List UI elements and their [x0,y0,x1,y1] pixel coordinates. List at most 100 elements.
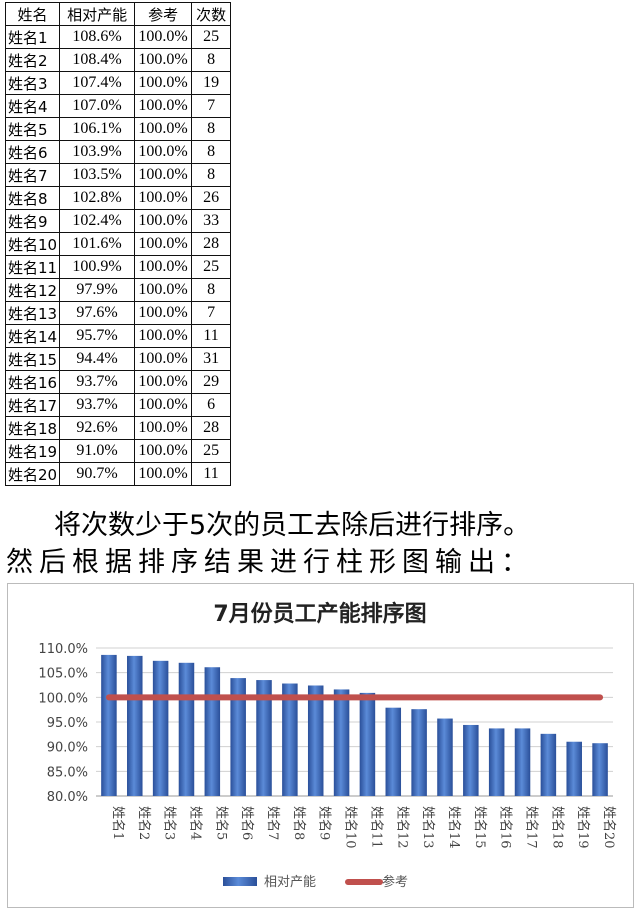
bar [437,718,453,796]
x-tick-label: 姓名10 [343,806,359,849]
bar [488,728,505,796]
table-cell: 103.9% [59,140,136,164]
x-tick-label: 姓名16 [498,806,514,849]
x-tick-label: 姓名11 [368,806,384,849]
x-tick-label: 姓名12 [394,806,410,849]
table-cell: 28 [191,416,232,440]
table-cell: 姓名16 [4,370,61,394]
table-cell: 姓名20 [4,462,61,486]
bar [333,689,350,796]
table-cell: 姓名17 [4,393,61,417]
column-header: 参考 [134,2,193,26]
table-row: 姓名2 108.4% 100.0% 8 [4,48,232,72]
table-cell: 7 [191,94,232,118]
bar-chart: 7月份员工产能排序图 80.0% 85.0% 90.0% 95.0% 100.0% 105.… [7,583,634,908]
table-cell: 100.0% [134,439,193,463]
table-row: 姓名12 97.9% 100.0% 8 [4,278,232,302]
table-cell: 28 [191,232,232,256]
table-cell: 100.0% [134,48,193,72]
table-cell: 姓名2 [4,48,61,72]
table-cell: 31 [191,347,232,371]
table-row: 姓名15 94.4% 100.0% 31 [4,347,232,371]
table-cell: 100.0% [134,232,193,256]
legend-swatch-bar [223,877,257,886]
x-tick-label: 姓名7 [265,806,281,840]
table-row: 姓名6 103.9% 100.0% 8 [4,140,232,164]
bar [152,660,169,796]
table-cell: 95.7% [59,324,136,348]
table-cell: 姓名6 [4,140,61,164]
table-cell: 100.0% [134,25,193,49]
table-cell: 8 [191,117,232,141]
table-cell: 100.0% [134,94,193,118]
table-row: 姓名8 102.8% 100.0% 26 [4,186,232,210]
table-cell: 100.0% [134,416,193,440]
bar [307,685,324,796]
table-cell: 姓名15 [4,347,61,371]
table-cell: 8 [191,48,232,72]
bar [540,733,557,796]
table-cell: 姓名5 [4,117,61,141]
table-cell: 姓名1 [4,25,61,49]
bar [256,680,272,796]
table-cell: 姓名9 [4,209,61,233]
table-cell: 8 [191,163,232,187]
table-cell: 100.0% [134,209,193,233]
table-cell: 姓名13 [4,301,61,325]
x-tick-label: 姓名19 [575,806,591,849]
table-cell: 100.0% [134,324,193,348]
x-tick-label: 姓名4 [187,806,203,840]
table-cell: 100.0% [134,370,193,394]
table-cell: 7 [191,301,232,325]
table-cell: 姓名11 [4,255,61,279]
table-cell: 姓名10 [4,232,61,256]
bar [592,743,608,796]
table-row: 姓名5 106.1% 100.0% 8 [4,117,232,141]
bar [385,707,402,796]
table-cell: 姓名4 [4,94,61,118]
table-cell: 100.0% [134,278,193,302]
table-cell: 姓名3 [4,71,61,95]
table-cell: 姓名8 [4,186,61,210]
table-cell: 姓名18 [4,416,61,440]
bar [178,662,195,796]
bar [463,724,479,796]
x-tick-label: 姓名20 [601,806,617,849]
paragraph-line-1: 将次数少于5次的员工去除后进行排序。 [54,510,531,541]
table-cell: 101.6% [59,232,136,256]
table-cell: 姓名12 [4,278,61,302]
table-cell: 100.0% [134,255,193,279]
table-cell: 92.6% [59,416,136,440]
table-cell: 90.7% [59,462,136,486]
table-cell: 8 [191,140,232,164]
table-cell: 93.7% [59,370,136,394]
y-tick-label: 90.0% [47,741,88,756]
table-cell: 100.0% [134,393,193,417]
table-cell: 29 [191,370,232,394]
x-tick-label: 姓名9 [317,806,333,840]
x-tick-label: 姓名3 [162,806,178,840]
table-cell: 100.0% [134,163,193,187]
y-tick-label: 80.0% [47,790,88,805]
table-row: 姓名14 95.7% 100.0% 11 [4,324,232,348]
bar [204,667,221,796]
x-tick-label: 姓名18 [549,806,565,849]
x-tick-label: 姓名6 [239,806,255,840]
table-cell: 91.0% [59,439,136,463]
table-row: 姓名18 92.6% 100.0% 28 [4,416,232,440]
table-cell: 97.6% [59,301,136,325]
table-cell: 100.0% [134,347,193,371]
table-row: 姓名11 100.9% 100.0% 25 [4,255,232,279]
paragraph-line-2: 然后根据排序结果进行柱形图输出： [6,547,534,578]
bar [566,741,582,796]
bar [514,728,531,796]
table-cell: 100.0% [134,462,193,486]
table-row: 姓名7 103.5% 100.0% 8 [4,163,232,187]
x-tick-label: 姓名13 [420,806,436,849]
table-cell: 26 [191,186,232,210]
table-row: 姓名3 107.4% 100.0% 19 [4,71,232,95]
bar [101,654,117,796]
table-row: 姓名9 102.4% 100.0% 33 [4,209,232,233]
table-row: 姓名20 90.7% 100.0% 11 [4,462,232,486]
x-tick-label: 姓名8 [291,806,307,840]
